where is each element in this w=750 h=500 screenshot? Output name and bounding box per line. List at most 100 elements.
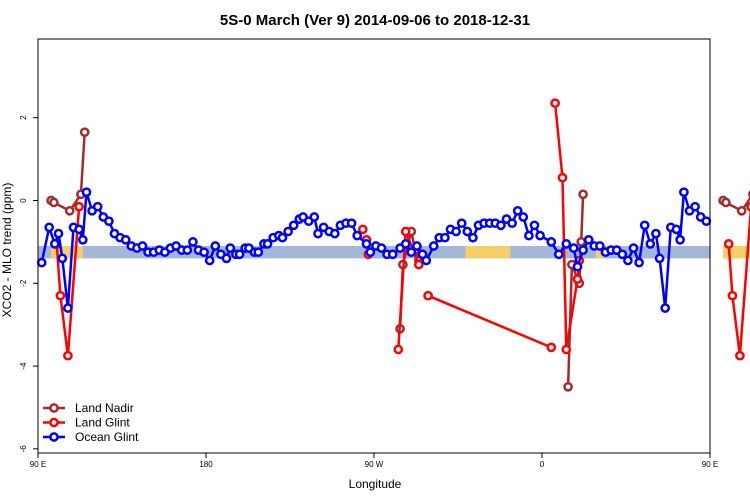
ocean-glint-point — [309, 212, 320, 222]
ocean-glint-point — [313, 228, 323, 239]
ocean-glint-point — [92, 201, 103, 212]
y-axis-label: XCO2 - MLO trend (ppm) — [0, 183, 14, 318]
land-glint-point — [357, 224, 368, 235]
ocean-glint-point — [634, 257, 644, 268]
land-glint-point — [557, 172, 568, 183]
ocean-glint-point — [204, 255, 215, 266]
y-tick-label: -6 — [19, 445, 28, 453]
ocean-glint-point — [262, 239, 273, 249]
ocean-glint-point — [518, 212, 529, 222]
x-tick-label: 180 — [199, 460, 213, 469]
ocean-glint-point — [57, 253, 68, 264]
land-glint-point — [74, 201, 84, 212]
ocean-glint-point — [690, 201, 700, 212]
ocean-glint-point — [400, 239, 411, 249]
ocean-glint-point — [507, 218, 517, 229]
ocean-glint-point — [529, 220, 540, 231]
land-glint-point — [55, 290, 66, 301]
land-glint-line — [55, 206, 81, 357]
land-glint-point — [550, 98, 560, 109]
ocean-glint-point — [679, 187, 689, 198]
ocean-glint-point — [675, 234, 685, 245]
land-nadir-point — [736, 205, 747, 216]
ocean-glint-point — [376, 243, 387, 253]
ocean-glint-point — [104, 216, 114, 227]
land-nadir-point — [64, 205, 75, 216]
y-tick-label: 2 — [19, 115, 28, 120]
y-tick-label: -4 — [19, 362, 28, 370]
land-band-segment — [465, 246, 511, 259]
ocean-glint-point — [199, 247, 209, 258]
land-glint-point — [63, 350, 73, 361]
land-glint-line — [727, 206, 750, 357]
x-tick-label: 90 E — [30, 460, 46, 469]
ocean-glint-point — [546, 237, 557, 247]
ocean-glint-point — [188, 237, 198, 247]
ocean-glint-point — [561, 239, 572, 249]
ocean-glint-point — [583, 234, 594, 245]
y-tick-label: 0 — [19, 198, 28, 203]
land-nadir-point — [79, 127, 90, 138]
ocean-glint-point — [572, 261, 583, 272]
ocean-glint-point — [654, 253, 665, 264]
ocean-glint-point — [234, 249, 245, 260]
ocean-glint-point — [468, 232, 478, 243]
land-nadir-point — [721, 197, 731, 208]
ocean-glint-point — [361, 239, 372, 249]
ocean-glint-point — [553, 249, 564, 260]
ocean-glint-point — [387, 249, 398, 260]
ocean-glint-point — [568, 243, 579, 253]
land-glint-point — [400, 226, 411, 237]
land-nadir-point — [563, 381, 573, 392]
ocean-glint-point — [406, 247, 417, 258]
ocean-glint-point — [639, 220, 650, 231]
ocean-glint-point — [365, 247, 376, 258]
ocean-glint-point — [412, 241, 422, 251]
ocean-glint-point — [512, 205, 523, 216]
ocean-glint-point — [346, 218, 357, 229]
land-band-segment — [596, 246, 604, 259]
land-glint-point — [735, 350, 745, 361]
legend-ocean-glint-marker — [49, 432, 59, 442]
ocean-glint-point — [421, 255, 432, 266]
ocean-glint-point — [440, 232, 450, 243]
legend-land-glint-marker — [49, 417, 59, 428]
ocean-glint-point — [451, 226, 461, 237]
land-glint-point — [723, 239, 734, 249]
land-glint-point — [727, 290, 738, 301]
land-glint-point — [572, 274, 583, 284]
ocean-glint-point — [288, 220, 299, 231]
ocean-glint-point — [36, 257, 47, 268]
ocean-glint-point — [352, 230, 363, 241]
x-tick-label: 90 E — [702, 460, 718, 469]
ocean-glint-point — [225, 243, 236, 253]
ocean-glint-point — [701, 216, 712, 227]
ocean-glint-point — [623, 255, 633, 266]
ocean-glint-point — [77, 234, 88, 245]
ocean-glint-point — [137, 241, 148, 251]
land-glint-line — [553, 103, 581, 351]
ocean-glint-point — [462, 226, 473, 237]
land-glint-point — [413, 259, 424, 270]
ocean-glint-point — [221, 253, 232, 264]
land-glint-line — [427, 294, 552, 349]
ocean-glint-point — [651, 228, 661, 239]
legend-land-nadir-label: Land Nadir — [75, 401, 134, 415]
land-nadir-point — [578, 189, 588, 200]
ocean-glint-point — [617, 249, 628, 260]
land-nadir-point — [576, 237, 587, 247]
ocean-glint-point — [182, 245, 193, 255]
ocean-glint-point — [535, 230, 545, 241]
ocean-glint-point — [671, 224, 682, 235]
ocean-glint-point — [74, 224, 84, 235]
ocean-glint-point — [63, 303, 73, 313]
land-nadir-point — [49, 197, 59, 208]
ocean-glint-point — [595, 241, 605, 251]
ocean-glint-point — [645, 239, 656, 249]
ocean-glint-point — [210, 241, 221, 251]
x-axis-label: Longitude — [349, 477, 402, 491]
land-glint-point — [561, 344, 572, 355]
land-glint-point — [546, 342, 557, 353]
